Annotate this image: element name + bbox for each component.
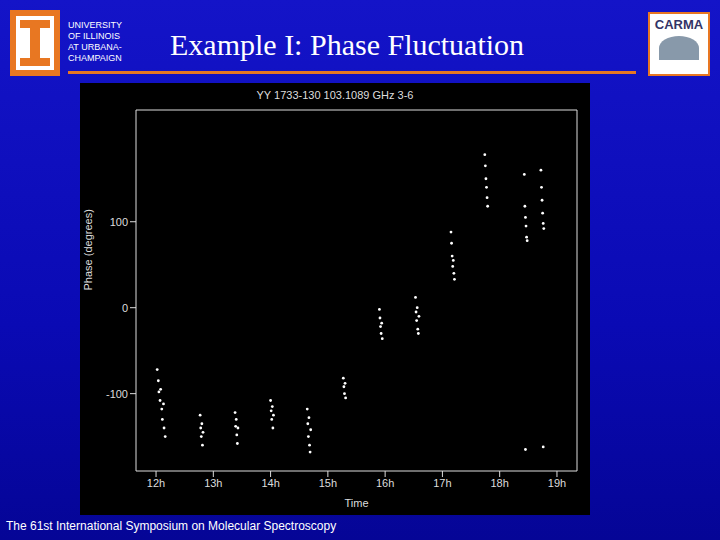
svg-text:16h: 16h — [376, 477, 394, 489]
html-text:AT URBANA-: AT URBANA- — [68, 42, 122, 52]
html-text:YY 1733-130 103.1089 GHz 3-6: YY 1733-130 103.1089 GHz 3-6 — [256, 89, 414, 101]
html-text:OF ILLINOIS: OF ILLINOIS — [68, 31, 120, 41]
svg-text:100: 100 — [110, 216, 128, 228]
svg-text:18h: 18h — [491, 477, 509, 489]
svg-text:12h: 12h — [147, 477, 165, 489]
svg-text:17h: 17h — [433, 477, 451, 489]
svg-text:-100: -100 — [106, 388, 128, 400]
html-text:Example I: Phase Fluctuation: Example I: Phase Fluctuation — [170, 28, 525, 61]
svg-text:19h: 19h — [548, 477, 566, 489]
html-text:CARMA: CARMA — [654, 17, 704, 32]
html-text:The 61st International Symposi: The 61st International Symposium on Mole… — [6, 519, 337, 533]
svg-text:Phase (degrees): Phase (degrees) — [82, 209, 94, 290]
svg-text:0: 0 — [122, 302, 128, 314]
svg-text:13h: 13h — [204, 477, 222, 489]
svg-text:Time: Time — [344, 497, 368, 509]
svg-text:14h: 14h — [261, 477, 279, 489]
html-text:UNIVERSITY: UNIVERSITY — [68, 20, 122, 30]
html-text:CHAMPAIGN: CHAMPAIGN — [68, 53, 122, 63]
svg-text:15h: 15h — [319, 477, 337, 489]
